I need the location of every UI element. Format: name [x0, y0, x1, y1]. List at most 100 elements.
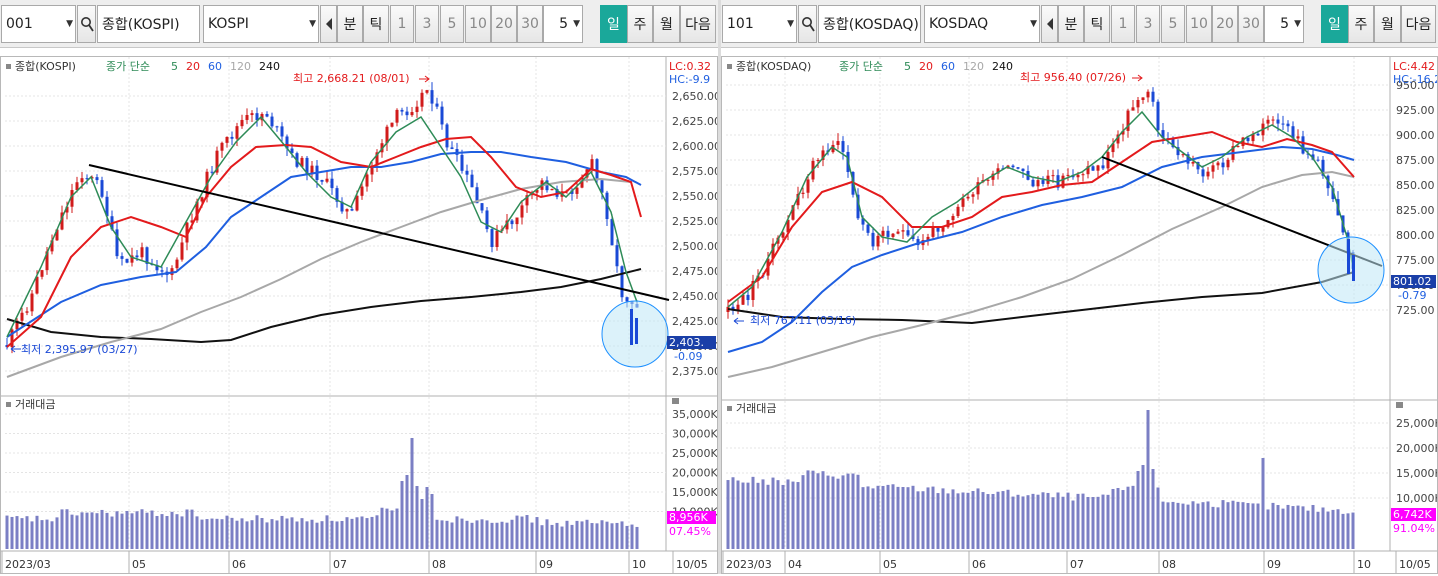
arrow-left-icon: [733, 317, 744, 325]
interval-1-button[interactable]: 1: [1111, 5, 1135, 43]
candle-body: [1251, 133, 1255, 142]
x-tick-label: 2023/03: [5, 558, 51, 571]
tick-button[interactable]: 틱: [1084, 5, 1110, 43]
next-button-label: 다음: [1405, 17, 1432, 33]
code-select[interactable]: 001 ▼: [1, 5, 76, 43]
low-label: 최저 2,395.97 (03/27): [21, 343, 138, 356]
index-select[interactable]: KOSDAQ ▼: [924, 5, 1040, 43]
volume-bar: [1071, 500, 1075, 549]
interval-20-button[interactable]: 20: [491, 5, 517, 43]
volume-bar: [465, 520, 469, 549]
toolbar: 001 ▼ 종합(KOSPI) KOSPI ▼ 분 틱 1 3 5 10 20 30 5 ▼ 일 주 월 다음: [0, 0, 718, 48]
day-button[interactable]: 일: [1321, 5, 1348, 43]
market-field[interactable]: 종합(KOSDAQ): [818, 5, 921, 43]
market-field[interactable]: 종합(KOSPI): [97, 5, 200, 43]
month-button[interactable]: 월: [653, 5, 680, 43]
chevron-down-icon[interactable]: ▼: [1030, 19, 1037, 29]
volume-bar: [220, 519, 224, 549]
candle-body: [1126, 110, 1130, 131]
volume-bar: [946, 493, 950, 549]
interval-10-button[interactable]: 10: [1186, 5, 1212, 43]
code-select-label: 101: [727, 16, 754, 32]
pane-divider[interactable]: [718, 0, 721, 574]
volume-bar: [801, 475, 805, 549]
code-select[interactable]: 101 ▼: [722, 5, 797, 43]
tick-button[interactable]: 틱: [363, 5, 389, 43]
interval-30-button[interactable]: 30: [1238, 5, 1264, 43]
month-button[interactable]: 월: [1374, 5, 1401, 43]
current-price-box: [667, 336, 716, 349]
search-button[interactable]: [798, 5, 817, 43]
collapse-icon[interactable]: [672, 398, 679, 404]
candle-body: [1011, 165, 1015, 168]
volume-bar: [1246, 503, 1250, 549]
candle-body: [1076, 174, 1080, 178]
volume-bar: [240, 518, 244, 549]
candle-body: [425, 90, 429, 93]
volume-bar: [916, 491, 920, 549]
volume-bar: [1276, 505, 1280, 549]
next-button[interactable]: 다음: [680, 5, 716, 43]
minute-button[interactable]: 분: [337, 5, 363, 43]
candle-body: [1156, 101, 1160, 131]
interval-20-button[interactable]: 20: [1212, 5, 1238, 43]
prev-button[interactable]: [1041, 5, 1058, 43]
volume-bar: [1196, 503, 1200, 549]
interval-30-button[interactable]: 30: [517, 5, 543, 43]
volume-bar: [435, 519, 439, 549]
interval-3-button[interactable]: 3: [415, 5, 439, 43]
volume-bar: [1151, 469, 1155, 549]
volume-bars: [5, 438, 639, 549]
volume-bar: [65, 509, 69, 549]
volume-bar: [290, 517, 294, 549]
index-select[interactable]: KOSPI ▼: [203, 5, 319, 43]
candle-body: [771, 243, 775, 259]
volume-bar: [1296, 505, 1300, 549]
volume-bar: [786, 479, 790, 549]
candle-body: [1171, 138, 1175, 148]
candle-body: [250, 113, 254, 116]
prev-button[interactable]: [320, 5, 337, 43]
chevron-down-icon[interactable]: ▼: [787, 19, 794, 29]
volume-bar: [1321, 507, 1325, 549]
next-button-label: 다음: [685, 17, 711, 33]
week-button[interactable]: 주: [1348, 5, 1374, 43]
period-select[interactable]: 5 ▼: [1264, 5, 1304, 43]
volume-bar: [45, 519, 49, 549]
y-tick-label: 2,600.00: [672, 140, 717, 153]
day-button[interactable]: 일: [600, 5, 627, 43]
legend: 종합(KOSPI) 종가 단순 5 20 60 120 240: [6, 60, 280, 73]
volume-bar: [525, 515, 529, 549]
collapse-icon[interactable]: [1396, 402, 1403, 408]
minute-button[interactable]: 분: [1058, 5, 1084, 43]
candle-body: [1146, 91, 1150, 98]
candle-body: [1136, 99, 1140, 108]
candle-body: [210, 171, 214, 173]
interval-3-button[interactable]: 3: [1136, 5, 1160, 43]
chevron-down-icon[interactable]: ▼: [309, 19, 316, 29]
period-select[interactable]: 5 ▼: [543, 5, 583, 43]
week-button[interactable]: 주: [627, 5, 653, 43]
interval-5-button[interactable]: 5: [1161, 5, 1185, 43]
next-button[interactable]: 다음: [1401, 5, 1436, 43]
chevron-down-icon[interactable]: ▼: [1294, 19, 1301, 29]
volume-bar: [635, 526, 639, 549]
candle-body: [836, 141, 840, 145]
candle-body: [736, 304, 740, 311]
volume-bar: [145, 512, 149, 549]
chevron-down-icon[interactable]: ▼: [573, 19, 580, 29]
interval-10-button[interactable]: 10: [465, 5, 491, 43]
interval-5-button[interactable]: 5: [440, 5, 464, 43]
interval-1-button[interactable]: 1: [390, 5, 414, 43]
volume-bar: [210, 518, 214, 549]
chevron-down-icon[interactable]: ▼: [66, 19, 73, 29]
candle-body: [1181, 154, 1185, 156]
lc-label: LC:4.42: [1393, 60, 1435, 73]
search-button[interactable]: [77, 5, 96, 43]
volume-bar: [1056, 492, 1060, 549]
volume-bar: [370, 516, 374, 549]
candle-body: [1331, 188, 1335, 200]
candle-body: [375, 152, 379, 166]
candle-body: [816, 159, 820, 161]
play-left-icon: [1046, 18, 1053, 30]
